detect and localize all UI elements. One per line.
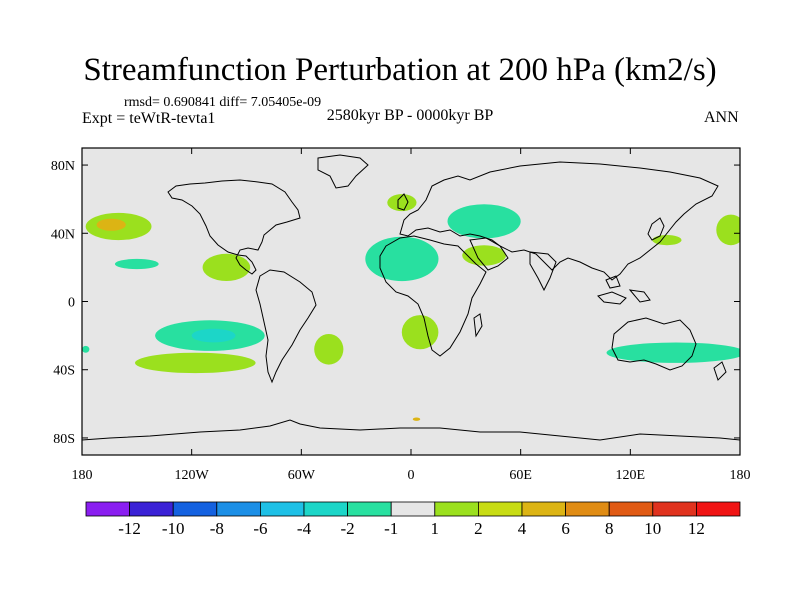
- colorbar-label-2: -8: [210, 519, 224, 538]
- coast-japan: [647, 217, 665, 241]
- coast-africa: [379, 235, 487, 357]
- contour-region-6: [135, 352, 256, 374]
- contour-region-9: [365, 236, 439, 282]
- y-tick-label-1: 40N: [51, 227, 75, 242]
- colorbar-label-10: 6: [561, 519, 570, 538]
- colorbar-swatch-9: [477, 501, 523, 517]
- colorbar-label-1: -10: [162, 519, 185, 538]
- contour-regions: [82, 194, 740, 421]
- x-tick-label-4: 60E: [509, 468, 532, 483]
- season-label: ANN: [704, 109, 739, 126]
- colorbar-swatch-11: [565, 501, 610, 517]
- x-tick-label-5: 120E: [616, 468, 646, 483]
- y-tick-label-4: 80S: [53, 432, 75, 447]
- colorbar-label-12: 10: [644, 519, 661, 538]
- y-tick-label-2: 0: [68, 296, 75, 311]
- colorbar-swatch-4: [259, 501, 305, 517]
- coast-india: [529, 251, 557, 292]
- colorbar-swatch-3: [216, 501, 261, 517]
- coast-australia: [611, 317, 697, 371]
- colorbar-swatch-13: [652, 501, 697, 517]
- experiment-label: Expt = teWtR-tevta1: [82, 110, 216, 127]
- x-tick-label-1: 120W: [175, 468, 210, 483]
- colorbar-swatch-2: [172, 501, 218, 517]
- colorbar-label-4: -4: [297, 519, 312, 538]
- coast-greenland: [317, 154, 369, 189]
- coast-south-america: [255, 269, 317, 384]
- period-label: 2580kyr BP - 0000kyr BP: [326, 107, 494, 124]
- coast-madagascar: [473, 313, 483, 338]
- contour-region-7: [314, 334, 344, 365]
- colorbar-label-6: -1: [384, 519, 398, 538]
- colorbar-label-8: 2: [474, 519, 483, 538]
- contour-region-3: [202, 253, 251, 281]
- contour-region-12: [462, 245, 506, 266]
- colorbar-label-13: 12: [688, 519, 705, 538]
- contour-region-11: [447, 204, 521, 239]
- contour-region-1: [96, 218, 126, 231]
- colorbar-swatch-12: [608, 501, 654, 517]
- colorbar-swatch-6: [347, 501, 392, 517]
- coast-indonesia: [597, 275, 651, 305]
- colorbar: -12 -10 -8 -6 -4 -2 -1 1 2 4 6 8 10 12: [85, 501, 741, 538]
- contour-region-15: [716, 214, 740, 246]
- x-axis: 180 120W 60W 0 60E 120E 180: [72, 148, 751, 483]
- y-axis: 80N 40N 0 40S 80S: [51, 159, 740, 447]
- colorbar-label-11: 8: [605, 519, 614, 538]
- chart-title: Streamfunction Perturbation at 200 hPa (…: [83, 52, 717, 88]
- colorbar-swatch-5: [303, 501, 348, 517]
- coast-north-america: [167, 179, 301, 275]
- contour-region-17: [412, 417, 421, 421]
- colorbar-swatch-7: [390, 501, 436, 517]
- colorbar-swatch-8: [434, 501, 479, 517]
- coast-antarctica: [82, 419, 740, 441]
- colorbar-swatch-1: [129, 501, 174, 517]
- y-tick-label-3: 40S: [53, 364, 75, 379]
- contour-region-14: [652, 235, 682, 246]
- contour-region-5: [191, 328, 236, 343]
- contour-region-8: [82, 345, 90, 353]
- colorbar-swatch-10: [521, 501, 566, 517]
- contour-region-10: [387, 194, 417, 212]
- contour-region-13: [401, 315, 439, 350]
- contour-region-2: [114, 258, 159, 270]
- colorbar-label-3: -6: [253, 519, 267, 538]
- colorbar-label-5: -2: [341, 519, 355, 538]
- colorbar-label-0: -12: [118, 519, 141, 538]
- colorbar-swatch-0: [85, 501, 130, 517]
- x-tick-label-6: 180: [730, 468, 751, 483]
- coastlines: [82, 154, 740, 441]
- colorbar-swatch-14: [696, 501, 741, 517]
- coast-new-zealand: [713, 361, 727, 381]
- contour-region-16: [606, 342, 740, 363]
- colorbar-label-9: 4: [518, 519, 527, 538]
- x-tick-label-2: 60W: [288, 468, 316, 483]
- y-tick-label-0: 80N: [51, 159, 75, 174]
- x-tick-label-0: 180: [72, 468, 93, 483]
- coast-arabia: [469, 237, 509, 271]
- colorbar-label-7: 1: [431, 519, 440, 538]
- coast-uk: [397, 193, 409, 211]
- coast-eurasia: [399, 161, 719, 281]
- stats-text: rmsd= 0.690841 diff= 7.05405e-09: [124, 95, 322, 110]
- x-tick-label-3: 0: [408, 468, 415, 483]
